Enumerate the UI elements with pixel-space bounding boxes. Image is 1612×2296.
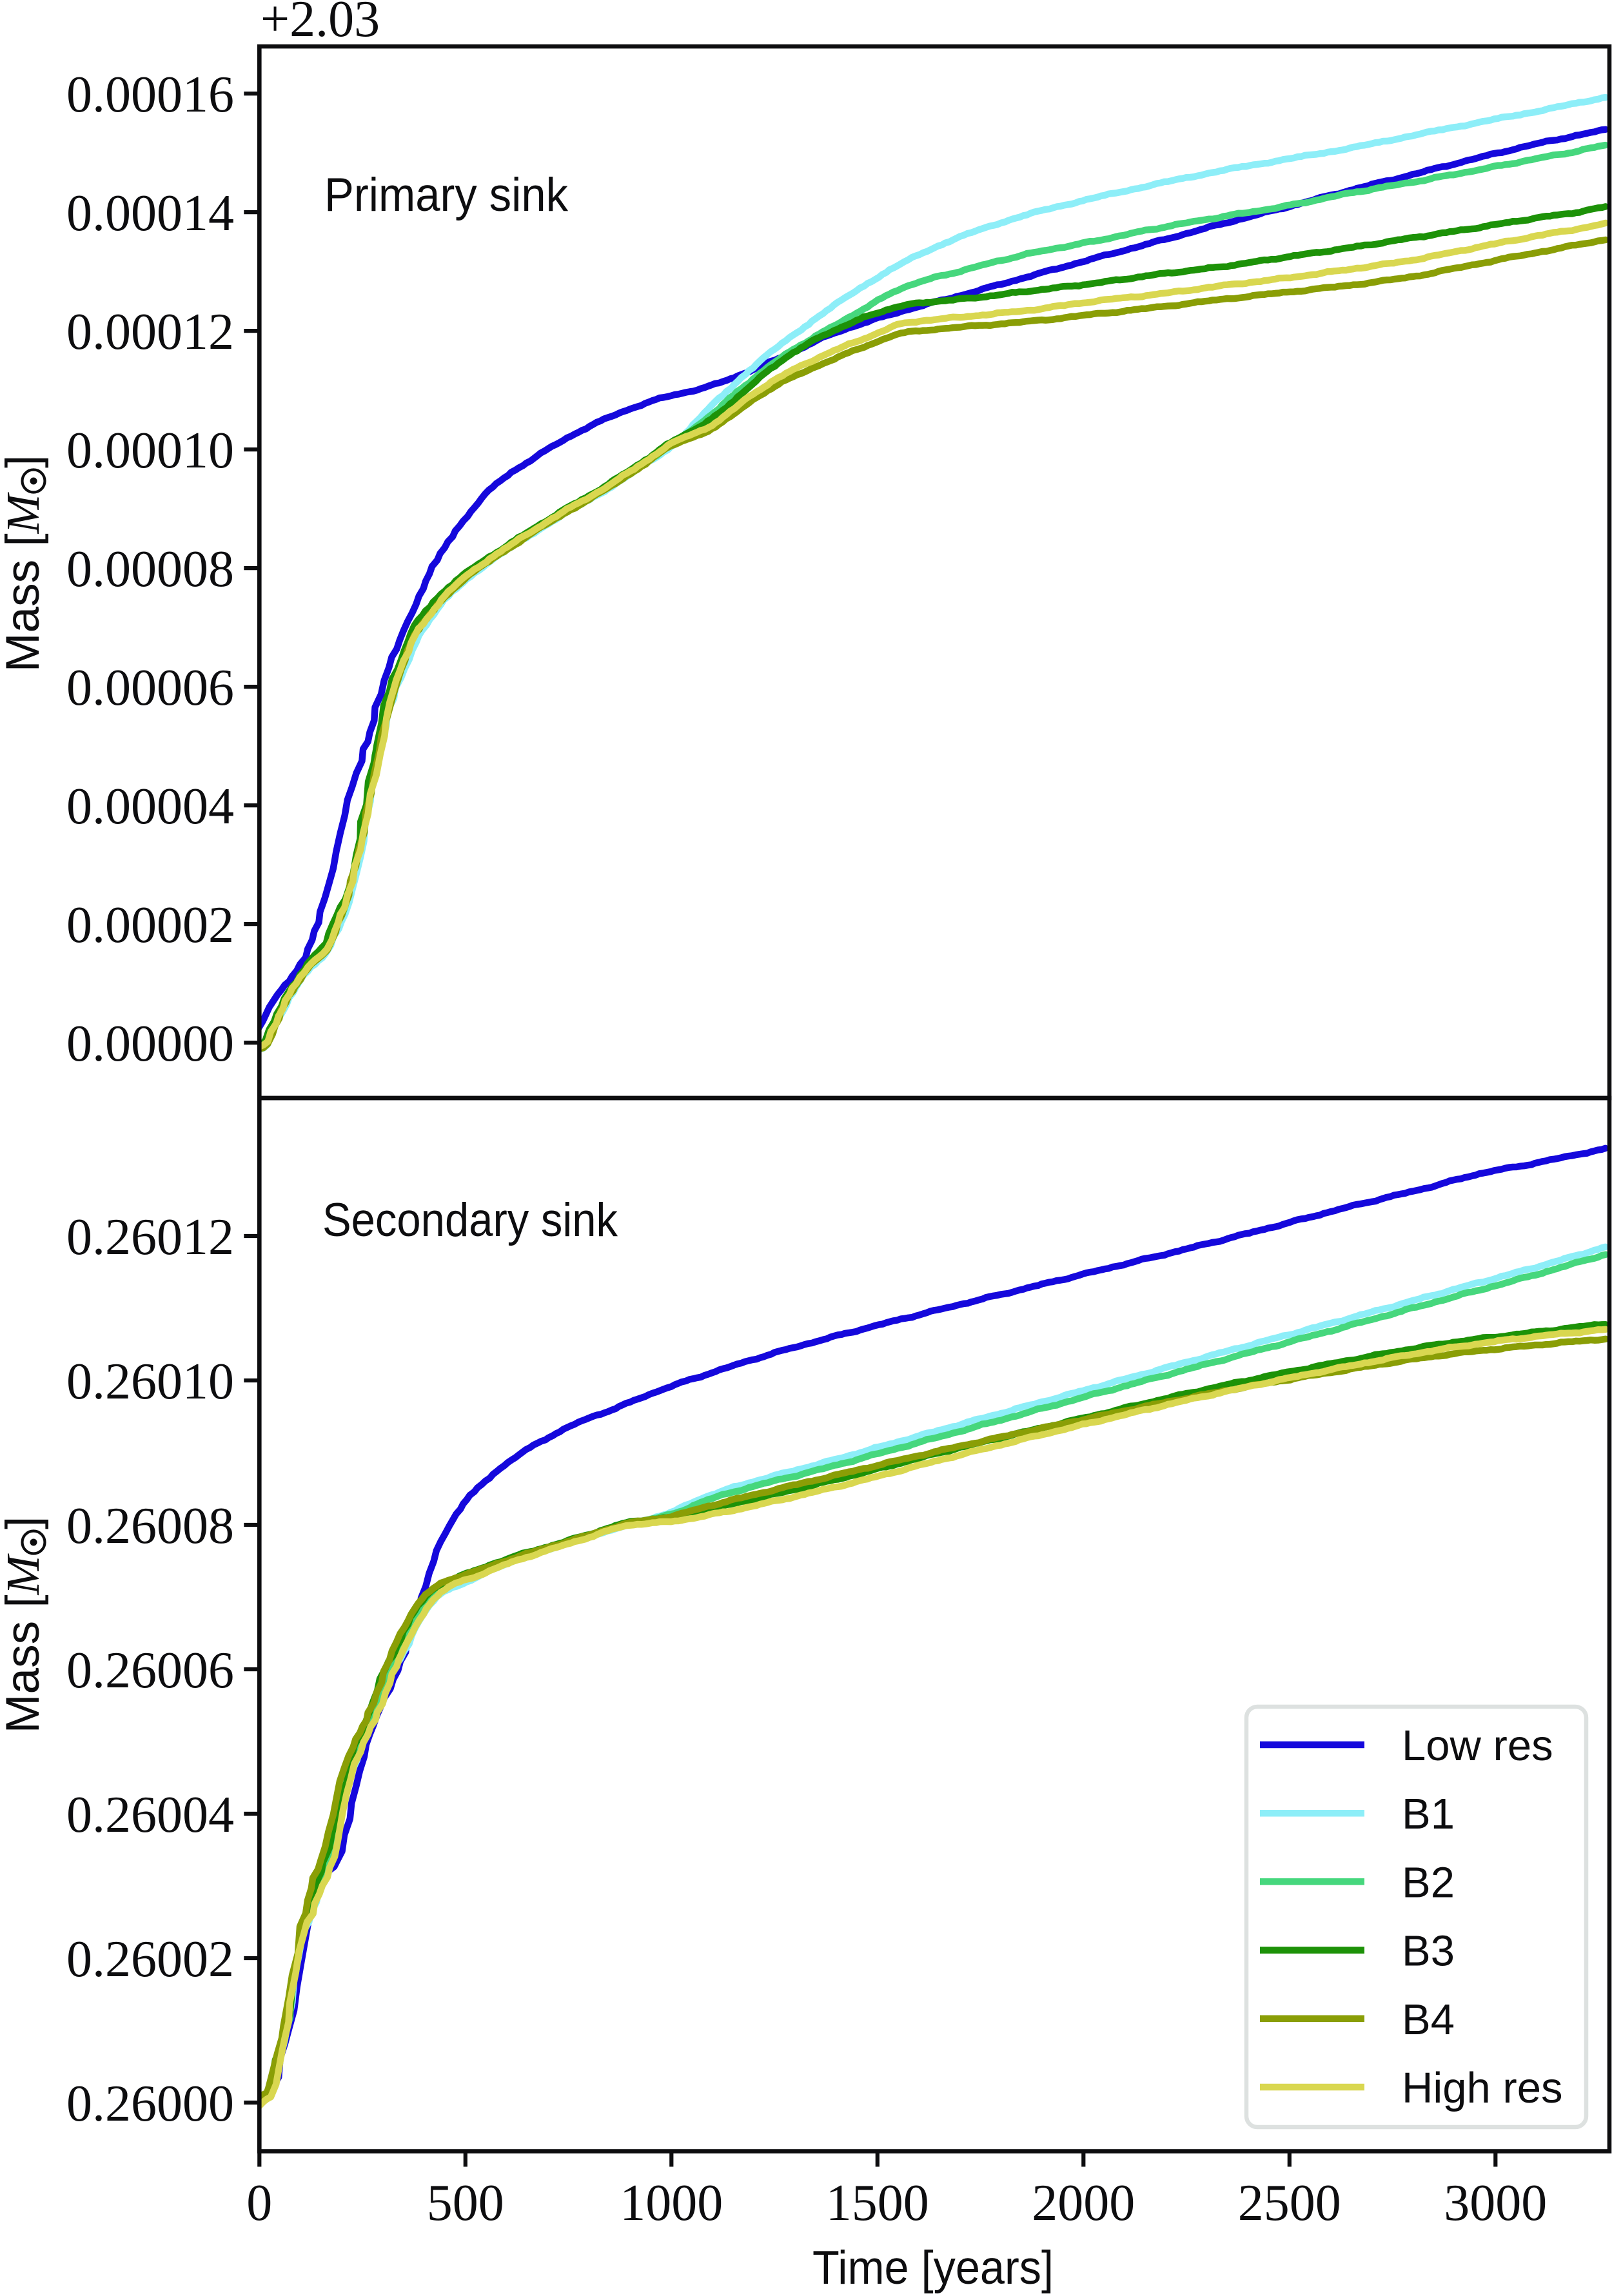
svg-text:0.26002: 0.26002 [66, 1931, 234, 1988]
svg-text:0.00006: 0.00006 [66, 660, 234, 716]
svg-text:0.00008: 0.00008 [66, 541, 234, 598]
svg-text:1000: 1000 [620, 2175, 723, 2232]
svg-text:0.00012: 0.00012 [66, 304, 234, 360]
svg-text:0: 0 [246, 2175, 272, 2232]
svg-text:0.26004: 0.26004 [66, 1787, 234, 1843]
svg-text:0.00014: 0.00014 [66, 185, 234, 242]
svg-text:0.00016: 0.00016 [66, 66, 234, 123]
svg-text:Primary sink: Primary sink [324, 169, 568, 221]
svg-text:B4: B4 [1402, 1996, 1455, 2044]
svg-text:0.26012: 0.26012 [66, 1209, 234, 1266]
svg-text:B2: B2 [1402, 1858, 1455, 1907]
svg-text:Low res: Low res [1402, 1722, 1553, 1770]
svg-text:0.00000: 0.00000 [66, 1016, 234, 1072]
svg-text:+2.03: +2.03 [260, 0, 380, 48]
svg-text:B1: B1 [1402, 1790, 1455, 1838]
svg-text:0.26008: 0.26008 [66, 1498, 234, 1555]
svg-text:3000: 3000 [1444, 2175, 1547, 2232]
svg-text:Secondary sink: Secondary sink [322, 1194, 618, 1246]
svg-text:High res: High res [1402, 2064, 1562, 2112]
svg-text:1500: 1500 [826, 2175, 929, 2232]
svg-text:0.26000: 0.26000 [66, 2075, 234, 2132]
svg-text:Time [years]: Time [years] [812, 2242, 1054, 2294]
svg-text:0.26006: 0.26006 [66, 1642, 234, 1699]
svg-text:2000: 2000 [1032, 2175, 1135, 2232]
svg-text:0.00004: 0.00004 [66, 778, 234, 835]
svg-text:500: 500 [427, 2175, 504, 2232]
svg-text:2500: 2500 [1238, 2175, 1341, 2232]
svg-text:0.26010: 0.26010 [66, 1353, 234, 1410]
svg-text:B3: B3 [1402, 1927, 1455, 1976]
svg-text:0.00002: 0.00002 [66, 897, 234, 954]
svg-text:0.00010: 0.00010 [66, 422, 234, 479]
